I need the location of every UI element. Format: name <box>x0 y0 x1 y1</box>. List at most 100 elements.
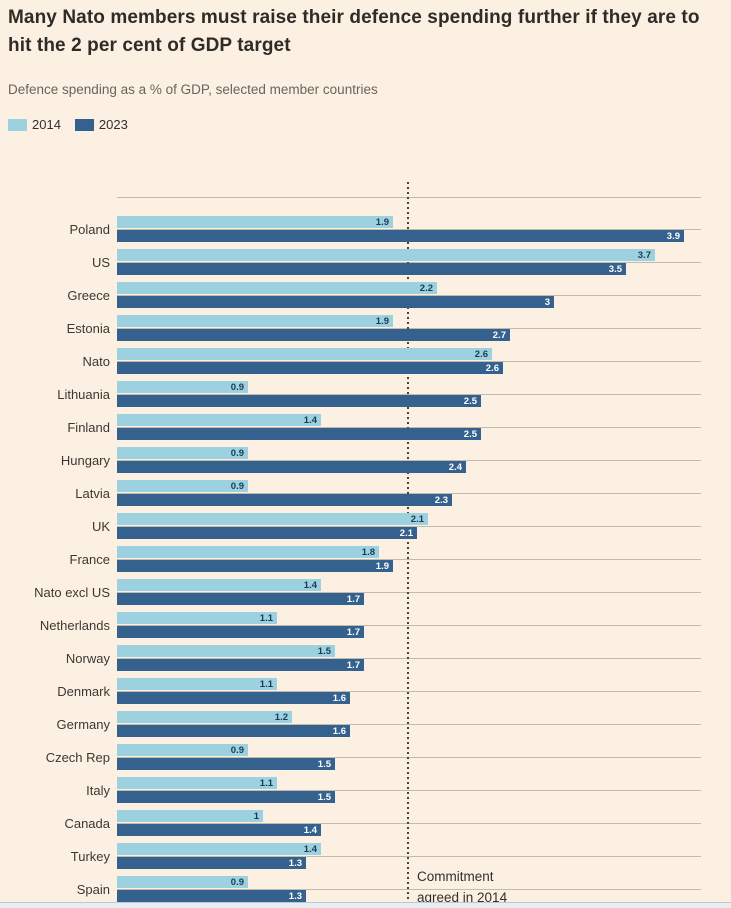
row-gridline <box>117 757 701 758</box>
bar-2023: 1.7 <box>117 626 364 638</box>
bar-value-label: 1.5 <box>317 791 331 803</box>
chart-row: France 1.8 1.9 <box>0 540 731 573</box>
bar-group: 0.9 1.5 <box>117 738 701 771</box>
bar-group: 1.9 3.9 <box>117 210 701 243</box>
country-label: Latvia <box>75 486 110 501</box>
bar-group: 1.9 2.7 <box>117 309 701 342</box>
bar-2014: 1.5 <box>117 645 335 657</box>
country-label: Nato <box>82 354 110 369</box>
chart-row: Latvia 0.9 2.3 <box>0 474 731 507</box>
bar-group: 1.4 2.5 <box>117 408 701 441</box>
bar-2014: 0.9 <box>117 381 248 393</box>
row-gridline <box>117 823 701 824</box>
bar-value-label: 1.7 <box>346 593 360 605</box>
bar-2023: 1.5 <box>117 758 335 770</box>
chart-row: Nato excl US 1.4 1.7 <box>0 573 731 606</box>
country-label: Denmark <box>57 684 110 699</box>
bar-2023: 1.9 <box>117 560 393 572</box>
bar-2014: 1.1 <box>117 777 277 789</box>
bar-value-label: 2.3 <box>434 494 448 506</box>
country-label: Hungary <box>60 453 110 468</box>
bottom-edge-strip <box>0 902 731 908</box>
chart-rows: Poland 1.9 3.9 US 3.7 3.5 Greece 2.2 3 Estonia 1.9… <box>0 210 731 903</box>
legend-item-2014: 2014 <box>8 117 61 132</box>
row-gridline <box>117 592 701 593</box>
bar-2023: 1.7 <box>117 593 364 605</box>
bar-2023: 3 <box>117 296 554 308</box>
bar-2014: 1.4 <box>117 843 321 855</box>
bar-group: 1.2 1.6 <box>117 705 701 738</box>
bar-value-label: 1.5 <box>317 645 331 657</box>
bar-value-label: 0.9 <box>230 744 244 756</box>
bar-2014: 1.9 <box>117 216 393 228</box>
chart-row: Estonia 1.9 2.7 <box>0 309 731 342</box>
bar-2014: 1.8 <box>117 546 379 558</box>
bar-value-label: 2.5 <box>463 428 477 440</box>
row-gridline <box>117 394 701 395</box>
bar-value-label: 1.2 <box>274 711 288 723</box>
bar-2023: 2.1 <box>117 527 417 539</box>
country-label: Netherlands <box>39 618 110 633</box>
row-gridline <box>117 691 701 692</box>
row-gridline <box>117 559 701 560</box>
country-label: UK <box>91 519 110 534</box>
row-gridline <box>117 724 701 725</box>
bar-value-label: 1.4 <box>303 414 317 426</box>
row-gridline <box>117 229 701 230</box>
bar-2014: 1.9 <box>117 315 393 327</box>
bar-2014: 0.9 <box>117 876 248 888</box>
bar-value-label: 1.7 <box>346 659 360 671</box>
row-gridline <box>117 460 701 461</box>
bar-value-label: 1.8 <box>361 546 375 558</box>
bar-2023: 2.7 <box>117 329 510 341</box>
chart-row: US 3.7 3.5 <box>0 243 731 276</box>
chart-title: Many Nato members must raise their defen… <box>8 4 724 60</box>
bar-value-label: 1.7 <box>346 626 360 638</box>
chart-row: Spain 0.9 1.3 <box>0 870 731 903</box>
country-label: US <box>91 255 110 270</box>
bar-2014: 0.9 <box>117 480 248 492</box>
row-gridline <box>117 328 701 329</box>
bar-group: 0.9 2.4 <box>117 441 701 474</box>
bar-value-label: 3 <box>544 296 550 308</box>
bar-2014: 1.4 <box>117 579 321 591</box>
bar-value-label: 1.9 <box>375 216 389 228</box>
bar-2023: 2.4 <box>117 461 466 473</box>
target-line-2pct <box>407 182 409 902</box>
bar-2014: 0.9 <box>117 447 248 459</box>
country-label: Germany <box>56 717 110 732</box>
bar-2014: 2.2 <box>117 282 437 294</box>
chart-row: UK 2.1 2.1 <box>0 507 731 540</box>
country-label: Canada <box>64 816 110 831</box>
bar-2023: 2.5 <box>117 428 481 440</box>
bar-value-label: 0.9 <box>230 447 244 459</box>
country-label: Italy <box>86 783 110 798</box>
country-label: Czech Rep <box>45 750 110 765</box>
row-gridline <box>117 526 701 527</box>
chart-row: Nato 2.6 2.6 <box>0 342 731 375</box>
bar-2014: 2.6 <box>117 348 492 360</box>
bar-value-label: 1.9 <box>375 560 389 572</box>
bar-2014: 2.1 <box>117 513 428 525</box>
bar-value-label: 1.1 <box>259 678 273 690</box>
chart-row: Norway 1.5 1.7 <box>0 639 731 672</box>
bar-value-label: 2.5 <box>463 395 477 407</box>
bar-2023: 1.4 <box>117 824 321 836</box>
bar-value-label: 1.1 <box>259 612 273 624</box>
row-gridline <box>117 625 701 626</box>
chart-row: Turkey 1.4 1.3 <box>0 837 731 870</box>
bar-2023: 1.6 <box>117 725 350 737</box>
bar-2023: 1.6 <box>117 692 350 704</box>
chart-row: Hungary 0.9 2.4 <box>0 441 731 474</box>
chart-row: Greece 2.2 3 <box>0 276 731 309</box>
bar-2023: 1.3 <box>117 857 306 869</box>
bar-2014: 1.2 <box>117 711 292 723</box>
bar-value-label: 0.9 <box>230 381 244 393</box>
target-annotation-line2: agreed in 2014 <box>417 890 508 905</box>
bar-group: 2.2 3 <box>117 276 701 309</box>
country-label: Finland <box>67 420 110 435</box>
bar-group: 2.1 2.1 <box>117 507 701 540</box>
chart-row: Poland 1.9 3.9 <box>0 210 731 243</box>
